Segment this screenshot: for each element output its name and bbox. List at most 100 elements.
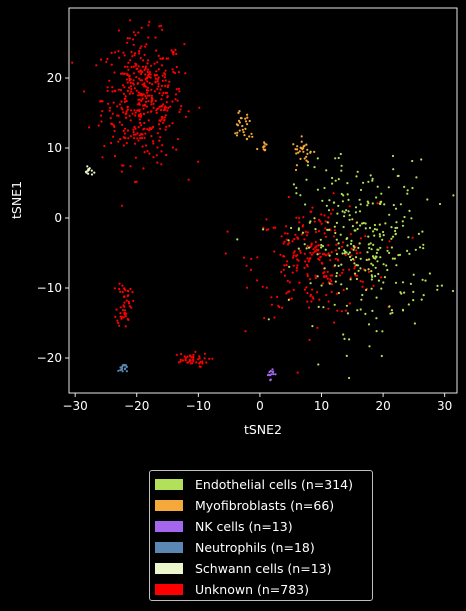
- data-point: [126, 37, 129, 40]
- data-point: [335, 252, 339, 256]
- data-point: [198, 365, 201, 368]
- data-point: [187, 110, 190, 113]
- data-point: [183, 355, 186, 358]
- data-point: [390, 246, 393, 249]
- data-point: [364, 269, 367, 272]
- data-point: [150, 135, 153, 138]
- data-point: [87, 172, 90, 175]
- data-point: [243, 134, 246, 137]
- data-point: [239, 117, 242, 120]
- data-point: [359, 267, 362, 270]
- data-point: [451, 289, 455, 293]
- data-point: [312, 251, 315, 254]
- data-point: [129, 19, 132, 22]
- data-point: [414, 248, 417, 251]
- data-point: [141, 65, 145, 68]
- data-point: [399, 291, 402, 294]
- data-point: [179, 358, 182, 361]
- data-point: [184, 358, 187, 361]
- x-tick-label: 30: [437, 399, 452, 413]
- data-point: [83, 90, 86, 93]
- data-point: [122, 304, 125, 307]
- data-point: [283, 255, 286, 258]
- data-point: [309, 251, 312, 254]
- data-point: [270, 303, 273, 306]
- data-point: [148, 152, 151, 155]
- data-point: [121, 290, 124, 294]
- data-point: [125, 365, 128, 368]
- data-point: [344, 309, 347, 312]
- data-point: [90, 173, 94, 176]
- data-point: [296, 148, 299, 151]
- data-point: [335, 275, 338, 278]
- data-point: [307, 246, 311, 249]
- data-point: [329, 212, 333, 215]
- data-point: [294, 148, 297, 151]
- data-point: [117, 88, 120, 91]
- data-point: [292, 256, 295, 259]
- data-point: [338, 247, 341, 250]
- data-point: [122, 92, 126, 95]
- data-point: [334, 257, 337, 260]
- data-point: [184, 115, 188, 118]
- data-point: [362, 181, 365, 184]
- data-point: [407, 303, 410, 306]
- data-point: [146, 86, 149, 89]
- data-point: [311, 288, 314, 291]
- data-point: [341, 252, 344, 255]
- data-point: [341, 210, 344, 213]
- data-point: [122, 129, 125, 132]
- data-point: [328, 254, 331, 257]
- data-point: [285, 238, 288, 241]
- data-point: [176, 99, 179, 102]
- data-point: [305, 155, 308, 158]
- data-point: [335, 243, 338, 246]
- data-point: [236, 124, 240, 127]
- data-point: [277, 304, 280, 307]
- data-point: [330, 283, 333, 286]
- data-point: [197, 160, 200, 163]
- data-point: [306, 152, 309, 155]
- data-point: [306, 300, 309, 303]
- data-point: [110, 141, 113, 145]
- data-point: [286, 243, 290, 246]
- data-point: [285, 225, 288, 228]
- data-point: [174, 98, 177, 101]
- data-point: [347, 210, 350, 213]
- data-point: [276, 295, 279, 298]
- data-point: [356, 170, 359, 173]
- data-point: [248, 119, 251, 123]
- data-point: [317, 305, 320, 308]
- data-point: [323, 214, 326, 217]
- data-point: [146, 111, 149, 114]
- data-point: [316, 157, 319, 160]
- data-point: [364, 222, 367, 225]
- data-point: [316, 291, 319, 294]
- data-point: [288, 241, 291, 244]
- data-point: [153, 90, 157, 93]
- data-point: [134, 127, 137, 130]
- data-point: [321, 282, 325, 285]
- data-point: [305, 286, 308, 289]
- data-point: [144, 144, 148, 147]
- data-point: [378, 223, 381, 226]
- data-point: [306, 160, 310, 163]
- data-point: [332, 192, 335, 195]
- data-point: [298, 281, 301, 284]
- data-point: [279, 253, 282, 256]
- data-point: [171, 122, 174, 125]
- data-point: [238, 129, 241, 132]
- data-point: [359, 308, 362, 311]
- data-point: [143, 151, 146, 154]
- data-point: [124, 136, 127, 140]
- data-point: [146, 80, 149, 83]
- data-point: [111, 86, 114, 89]
- data-point: [186, 361, 189, 364]
- data-point: [162, 109, 165, 112]
- data-point: [368, 246, 371, 250]
- data-point: [318, 258, 321, 261]
- data-point: [111, 122, 114, 125]
- data-point: [130, 65, 133, 69]
- data-point: [156, 78, 159, 81]
- data-point: [319, 238, 322, 241]
